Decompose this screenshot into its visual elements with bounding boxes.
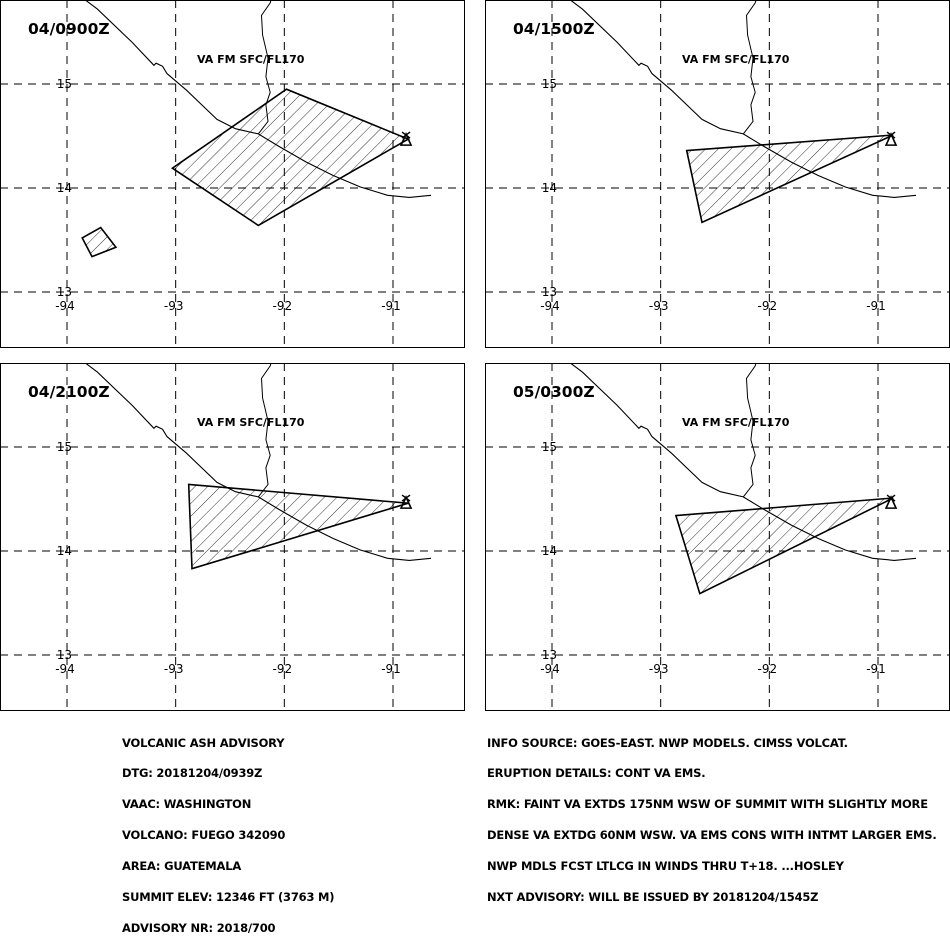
- longitude-tick-label: -91: [866, 662, 886, 676]
- longitude-tick-label: -92: [758, 662, 778, 676]
- volcano-x-icon: [886, 131, 896, 139]
- advisory-line: DENSE VA EXTDG 60NM WSW. VA EMS CONS WIT…: [487, 828, 937, 843]
- longitude-tick-label: -94: [55, 662, 75, 676]
- map-panel: -94 -93 -92 -91 15 14 13 04/2100Z VA FM SFC/FL17…: [0, 363, 465, 711]
- longitude-tick-label: -91: [866, 299, 886, 313]
- volcano-x-icon: [401, 494, 411, 502]
- latitude-tick-label: 13: [542, 285, 557, 299]
- volcano-triangle-icon: [884, 132, 898, 146]
- volcano-x-icon: [886, 494, 896, 502]
- advisory-line: NXT ADVISORY: WILL BE ISSUED BY 20181204…: [487, 890, 819, 905]
- latitude-tick-label: 15: [57, 440, 72, 454]
- volcano-triangle-icon: [399, 495, 413, 509]
- ash-layer-label: VA FM SFC/FL170: [682, 416, 790, 429]
- country-border: [742, 1, 757, 135]
- ash-layer-label: VA FM SFC/FL170: [682, 53, 790, 66]
- coastline: [570, 1, 917, 198]
- forecast-time-title: 04/1500Z: [513, 20, 595, 38]
- latitude-tick-label: 14: [542, 181, 557, 195]
- longitude-tick-label: -91: [381, 299, 401, 313]
- latitude-tick-label: 15: [542, 77, 557, 91]
- forecast-time-title: 04/0900Z: [28, 20, 110, 38]
- longitude-tick-label: -93: [649, 662, 669, 676]
- ash-cloud-polygon: [187, 483, 409, 570]
- forecast-maps: -94 -93 -92 -91 15 14 13 04/0900Z VA FM SFC/FL17…: [0, 0, 950, 711]
- advisory-line: RMK: FAINT VA EXTDS 175NM WSW OF SUMMIT …: [487, 797, 928, 812]
- advisory-line: INFO SOURCE: GOES-EAST. NWP MODELS. CIMS…: [487, 735, 848, 750]
- country-border: [257, 364, 272, 498]
- advisory-line: VAAC: WASHINGTON: [122, 797, 252, 812]
- longitude-tick-label: -93: [164, 662, 184, 676]
- longitude-tick-label: -93: [649, 299, 669, 313]
- coastline: [570, 364, 917, 561]
- latitude-tick-label: 13: [57, 285, 72, 299]
- advisory-line: NWP MDLS FCST LTLCG IN WINDS THRU T+18. …: [487, 859, 844, 874]
- volcano-triangle-icon: [884, 495, 898, 509]
- advisory-details-block: INFO SOURCE: GOES-EAST. NWP MODELS. CIMS…: [487, 717, 937, 913]
- latitude-tick-label: 13: [542, 648, 557, 662]
- latitude-tick-label: 14: [57, 181, 72, 195]
- advisory-line: VOLCANIC ASH ADVISORY: [122, 735, 285, 750]
- latitude-tick-label: 15: [57, 77, 72, 91]
- longitude-tick-label: -94: [540, 299, 560, 313]
- longitude-tick-label: -94: [55, 299, 75, 313]
- latitude-tick-label: 14: [542, 544, 557, 558]
- latitude-tick-label: 14: [57, 544, 72, 558]
- latitude-tick-label: 15: [542, 440, 557, 454]
- ash-cloud-polygon: [685, 134, 894, 224]
- volcano-triangle-icon: [399, 132, 413, 146]
- map-panel: -94 -93 -92 -91 15 14 13 05/0300Z VA FM SFC/FL17…: [485, 363, 950, 711]
- advisory-line: ADVISORY NR: 2018/700: [122, 920, 276, 935]
- ash-layer-label: VA FM SFC/FL170: [197, 53, 305, 66]
- longitude-tick-label: -91: [381, 662, 401, 676]
- advisory-header-block: VOLCANIC ASH ADVISORY DTG: 20181204/0939…: [122, 717, 335, 944]
- latitude-tick-label: 13: [57, 648, 72, 662]
- forecast-time-title: 04/2100Z: [28, 383, 110, 401]
- map-panel: -94 -93 -92 -91 15 14 13 04/0900Z VA FM SFC/FL17…: [0, 0, 465, 348]
- longitude-tick-label: -94: [540, 662, 560, 676]
- coastline: [85, 1, 432, 198]
- longitude-tick-label: -92: [273, 299, 293, 313]
- coastline: [85, 364, 432, 561]
- longitude-tick-label: -93: [164, 299, 184, 313]
- map-panel: -94 -93 -92 -91 15 14 13 04/1500Z VA FM SFC/FL17…: [485, 0, 950, 348]
- longitude-tick-label: -92: [758, 299, 778, 313]
- advisory-line: DTG: 20181204/0939Z: [122, 766, 263, 781]
- advisory-line: VOLCANO: FUEGO 342090: [122, 828, 286, 843]
- volcano-x-icon: [401, 131, 411, 139]
- advisory-line: ERUPTION DETAILS: CONT VA EMS.: [487, 766, 706, 781]
- advisory-line: SUMMIT ELEV: 12346 FT (3763 M): [122, 890, 335, 905]
- country-border: [742, 364, 757, 498]
- longitude-tick-label: -92: [273, 662, 293, 676]
- ash-layer-label: VA FM SFC/FL170: [197, 416, 305, 429]
- advisory-line: AREA: GUATEMALA: [122, 859, 242, 874]
- ash-cloud-polygon: [674, 497, 894, 595]
- ash-cloud-polygon: [81, 226, 118, 258]
- forecast-time-title: 05/0300Z: [513, 383, 595, 401]
